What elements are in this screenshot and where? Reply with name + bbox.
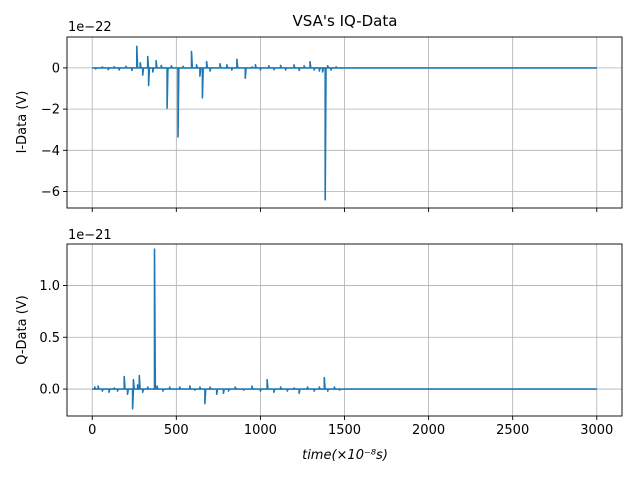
i-data-ticks: 0 −2 −4 −6 xyxy=(41,61,598,212)
i-data-series xyxy=(92,45,597,201)
q-data-ytick-label: 0.0 xyxy=(39,383,60,398)
q-data-panel: 1e−21 0 500 1000 1500 2000 2500 30000.00.51.0 … xyxy=(15,228,623,463)
i-data-grid xyxy=(67,37,622,208)
i-data-exponent-label: 1e−22 xyxy=(68,20,112,35)
i-data-ytick-label: 0 xyxy=(52,61,60,76)
q-data-xtick-label: 1000 xyxy=(244,423,277,438)
i-data-ytick-label: −4 xyxy=(41,144,60,159)
i-data-series-line xyxy=(92,45,597,201)
q-data-ytick-label: 1.0 xyxy=(39,279,60,294)
q-data-xtick-label: 1500 xyxy=(328,423,361,438)
q-data-xtick-label: 2000 xyxy=(412,423,445,438)
i-data-ytick-label: −6 xyxy=(41,185,60,200)
q-data-ticks: 0 500 1000 1500 2000 2500 3000 0.0 0.5 1.0 xyxy=(39,279,613,438)
q-data-exponent-label: 1e−21 xyxy=(68,228,112,243)
q-data-ylabel: Q-Data (V) xyxy=(15,295,30,365)
chart-title: VSA's IQ-Data xyxy=(293,12,398,30)
q-data-series-line xyxy=(92,248,597,410)
q-data-ytick-label: 0.5 xyxy=(39,331,60,346)
q-data-xtick-label: 3000 xyxy=(580,423,613,438)
time-xlabel: time(×10⁻⁸s) xyxy=(302,448,388,463)
i-data-ylabel: I-Data (V) xyxy=(15,91,30,154)
q-data-xtick-label: 500 xyxy=(164,423,189,438)
q-data-grid xyxy=(67,244,622,416)
q-data-xtick-label: 0 xyxy=(88,423,96,438)
q-data-series xyxy=(92,248,597,410)
i-data-panel: 1e−22 0 −2 −4 −6 I-Data (V) xyxy=(15,20,623,212)
i-data-ytick-label: −2 xyxy=(41,103,60,118)
q-data-xtick-label: 2500 xyxy=(496,423,529,438)
